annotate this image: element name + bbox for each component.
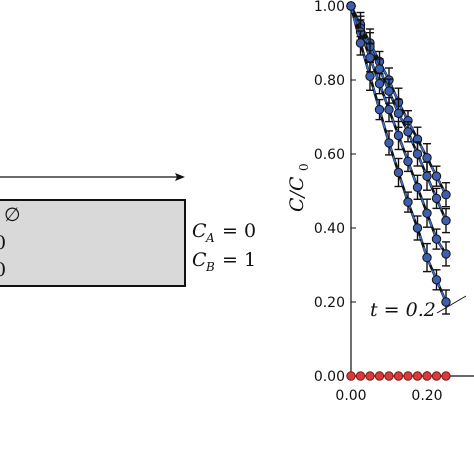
y-axis-label-subscript: 0: [297, 163, 311, 171]
baseline-point: [422, 371, 432, 381]
y-tick-label: 0.60: [314, 147, 345, 163]
data-point: [403, 156, 413, 167]
series-line: [349, 5, 448, 303]
data-point: [412, 182, 423, 193]
series-2: [346, 1, 451, 234]
data-point: [441, 297, 451, 307]
data-point: [403, 197, 413, 207]
bc-b-subscript: B: [205, 260, 215, 274]
y-tick-label: 0.40: [314, 221, 345, 237]
data-point: [355, 38, 366, 48]
boundary-condition-b: C B = 1: [192, 249, 256, 274]
data-point: [384, 86, 394, 96]
y-tick-label: 0.20: [314, 295, 345, 311]
y-tick-label: 0.00: [314, 369, 345, 385]
baseline-point: [374, 371, 385, 381]
baseline-point: [346, 371, 356, 381]
baseline-point: [431, 371, 442, 381]
chart: C/C 0 0.000.200.400.600.801.00 0.00 0.20 …: [286, 0, 474, 404]
data-point: [431, 193, 442, 204]
y-tick-label: 0.80: [314, 73, 345, 89]
data-point: [422, 153, 432, 163]
domain-rectangle: [0, 199, 186, 287]
data-point: [412, 223, 423, 233]
dimension-arrowhead: [175, 173, 185, 181]
data-point: [346, 1, 356, 11]
bc-a-value: = 0: [222, 220, 256, 242]
data-point: [393, 130, 404, 141]
series-layer: [346, 1, 451, 315]
domain-diagram: ∅ 0 0 C A = 0 C B = 1: [0, 173, 256, 287]
x-tick-label: 0.20: [411, 388, 442, 404]
series-4: [346, 1, 451, 315]
data-point: [384, 104, 394, 115]
data-point: [441, 215, 451, 226]
y-axis-label-text: C/C: [286, 176, 308, 212]
data-point: [365, 53, 375, 63]
data-point: [384, 138, 394, 148]
boundary-condition-a: C A = 0: [192, 220, 256, 245]
bc-a-subscript: A: [205, 231, 215, 245]
bc-b-symbol: C: [192, 249, 207, 271]
data-point: [431, 234, 442, 244]
data-point: [441, 190, 451, 200]
baseline-point: [384, 371, 394, 381]
bc-a-symbol: C: [192, 220, 207, 242]
data-point: [365, 71, 375, 82]
series-dashed-line: [350, 5, 447, 303]
baseline-point: [403, 371, 413, 381]
y-axis-label: C/C 0: [286, 163, 311, 212]
baseline-point: [355, 371, 366, 381]
baseline-point: [441, 371, 451, 381]
annotation-box: [363, 296, 439, 322]
data-point: [393, 108, 404, 119]
data-point: [403, 127, 413, 137]
bc-b-value: = 1: [222, 249, 256, 271]
series-dashed-line: [350, 5, 447, 221]
y-tick-label: 1.00: [314, 0, 345, 15]
data-point: [374, 64, 385, 74]
left-label-3: 0: [0, 259, 6, 281]
data-point: [412, 149, 423, 159]
data-point: [441, 249, 451, 259]
data-point: [422, 208, 432, 218]
data-point: [374, 104, 385, 115]
y-tick-labels: 0.00 0.20 0.40 0.60 0.80 1.00: [314, 0, 356, 385]
data-point: [431, 275, 442, 285]
time-annotation: t = 0.2: [363, 295, 467, 322]
baseline-point: [365, 371, 375, 381]
annotation-leader-line: [436, 295, 467, 314]
data-point: [422, 171, 432, 181]
data-point: [431, 171, 442, 181]
x-tick-label: 0.00: [335, 388, 366, 404]
baseline-point: [393, 371, 404, 381]
data-point: [393, 167, 404, 178]
data-point: [374, 79, 385, 89]
annotation-text: t = 0.2: [370, 299, 436, 321]
baseline-layer: [346, 371, 451, 381]
left-label-1: ∅: [4, 204, 21, 226]
data-point: [422, 252, 432, 263]
baseline-point: [412, 371, 423, 381]
left-label-2: 0: [0, 232, 6, 254]
